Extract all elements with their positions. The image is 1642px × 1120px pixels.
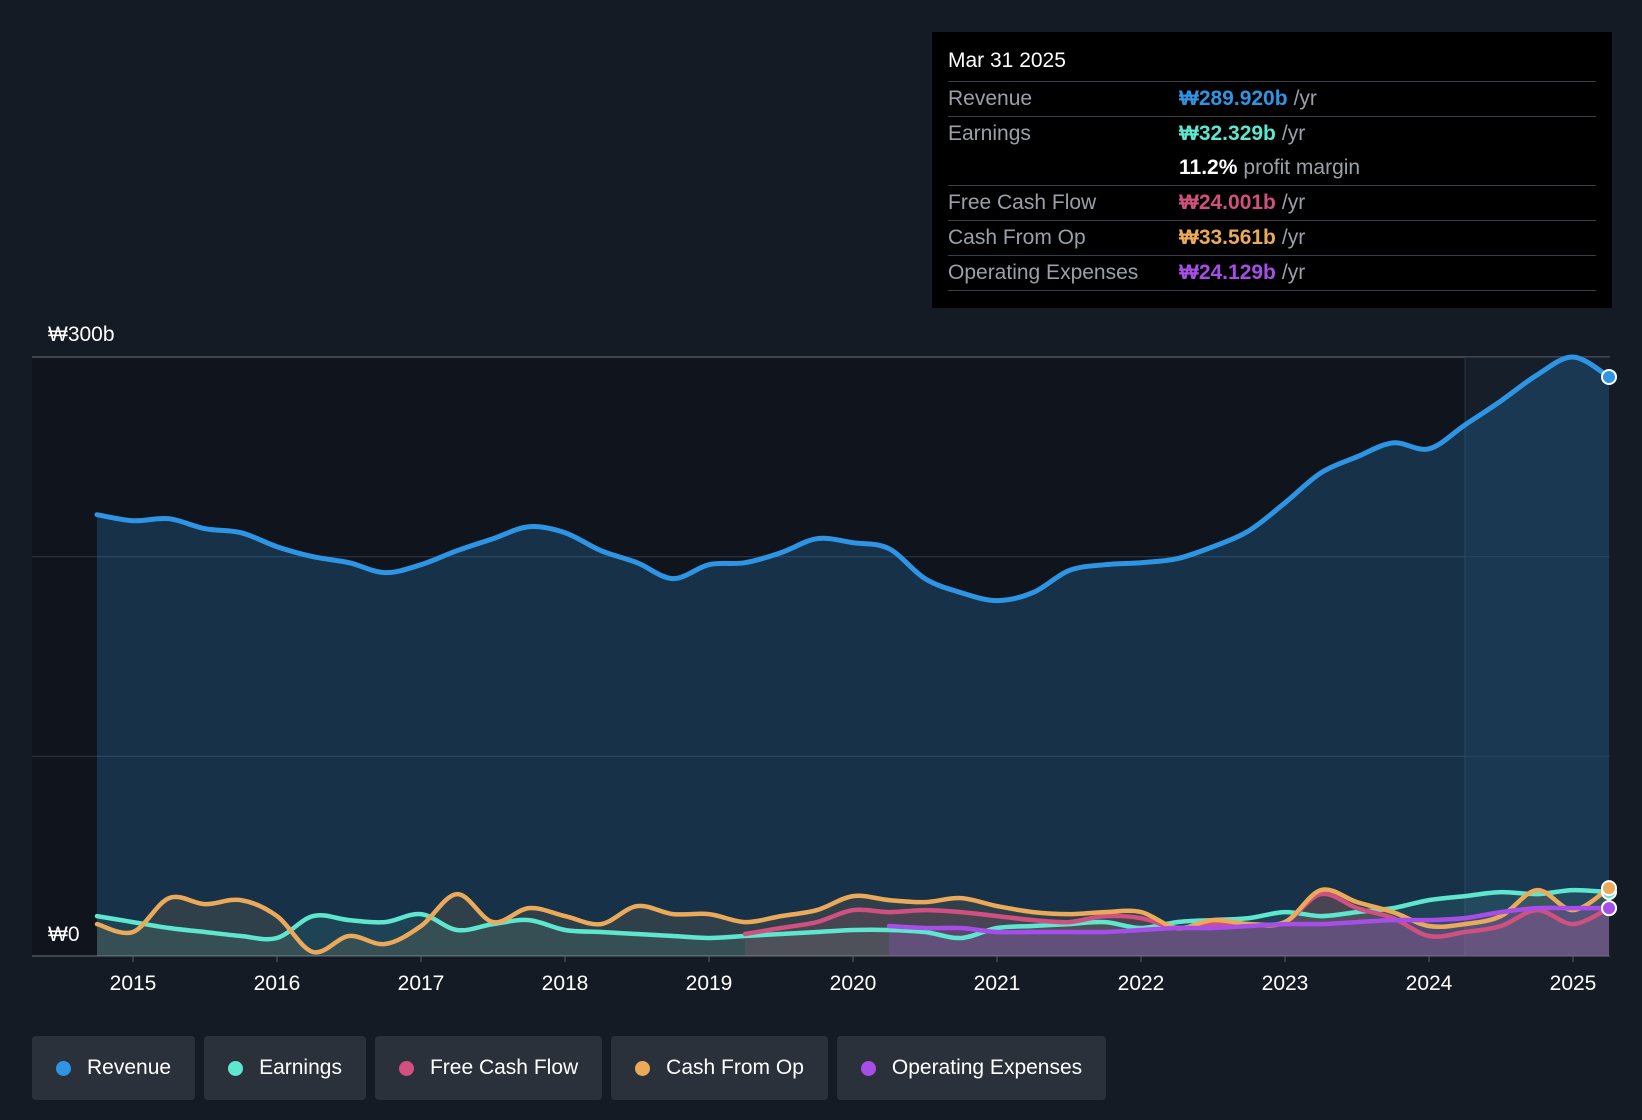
area-free-cash-flow	[745, 893, 1609, 956]
tooltip-value: ₩24.001b	[1179, 191, 1276, 214]
tooltip-value: ₩32.329b	[1179, 122, 1276, 145]
gridlines	[32, 356, 1610, 957]
tooltip-unit: /yr	[1281, 226, 1306, 249]
x-tick-label: 2022	[1118, 972, 1165, 995]
tooltip-row-free-cash-flow: Free Cash Flow ₩24.001b /yr	[948, 186, 1596, 221]
tooltip-unit: profit margin	[1243, 156, 1361, 179]
legend-label: Revenue	[87, 1056, 172, 1079]
tooltip-panel: Mar 31 2025 Revenue ₩289.920b /yr Earnin…	[932, 32, 1612, 308]
series-lines	[94, 354, 1612, 955]
legend-item-earnings[interactable]: Earnings	[204, 1036, 366, 1100]
line-revenue	[94, 354, 1612, 604]
legend: Revenue Earnings Free Cash Flow Cash Fro…	[32, 1036, 1107, 1100]
tooltip-row-operating-expenses: Operating Expenses ₩24.129b /yr	[948, 256, 1596, 291]
x-tick-label: 2016	[254, 972, 301, 995]
tooltip-unit: /yr	[1281, 191, 1306, 214]
legend-item-revenue[interactable]: Revenue	[32, 1036, 196, 1100]
x-tick-label: 2018	[542, 972, 589, 995]
x-tick-label: 2021	[974, 972, 1021, 995]
tooltip-value: ₩289.920b	[1179, 87, 1288, 110]
legend-label: Earnings	[259, 1056, 342, 1079]
end-marker-cash-from-op	[1601, 880, 1617, 897]
tooltip-label: Operating Expenses	[948, 261, 1139, 284]
area-revenue	[97, 356, 1609, 957]
legend-dot-icon	[56, 1060, 71, 1076]
area-cash-from-op	[97, 888, 1609, 956]
x-tick-label: 2017	[398, 972, 445, 995]
chart: ₩300b ₩0 2015 2016 2017 2018 2019 2020 2021 2022 2…	[32, 323, 1617, 995]
tooltip-unit: /yr	[1281, 122, 1306, 145]
tooltip-value: ₩24.129b	[1179, 261, 1276, 284]
x-tick-label: 2023	[1262, 972, 1309, 995]
legend-dot-icon	[860, 1060, 876, 1076]
tooltip-row-revenue: Revenue ₩289.920b /yr	[948, 82, 1596, 117]
axes: ₩300b ₩0 2015 2016 2017 2018 2019 2020 2021 2022 2…	[48, 323, 1596, 995]
tooltip-value: 11.2%	[1179, 156, 1238, 179]
x-tick-label: 2019	[686, 972, 733, 995]
series-areas	[97, 356, 1609, 957]
tooltip-label: Earnings	[948, 122, 1031, 145]
legend-dot-icon	[398, 1060, 414, 1076]
line-operating-expenses	[886, 905, 1612, 935]
end-marker-revenue	[1601, 368, 1617, 385]
tooltip-row-profit-margin: 11.2% profit margin	[948, 151, 1596, 186]
tooltip-row-earnings: Earnings ₩32.329b /yr	[948, 117, 1596, 151]
legend-item-free-cash-flow[interactable]: Free Cash Flow	[374, 1036, 603, 1100]
y-axis-label-min: ₩0	[48, 923, 80, 946]
tooltip-label: Revenue	[948, 87, 1033, 110]
legend-dot-icon	[635, 1060, 651, 1076]
legend-label: Operating Expenses	[891, 1056, 1083, 1079]
legend-item-operating-expenses[interactable]: Operating Expenses	[836, 1036, 1107, 1100]
legend-dot-icon	[228, 1060, 244, 1076]
tooltip-value: ₩33.561b	[1179, 226, 1276, 249]
line-earnings	[94, 887, 1612, 942]
highlight-region	[1465, 357, 1610, 956]
series-end-markers	[1601, 368, 1617, 917]
line-cash-from-op	[94, 885, 1612, 955]
legend-label: Cash From Op	[666, 1056, 804, 1079]
tooltip-label: Free Cash Flow	[948, 191, 1097, 214]
tooltip-unit: /yr	[1281, 261, 1306, 284]
x-tick-label: 2025	[1550, 972, 1597, 995]
plot-background	[32, 357, 1610, 956]
forecast-highlight-region	[1464, 357, 1610, 956]
tooltip-date: Mar 31 2025	[948, 46, 1596, 82]
x-tick-label: 2015	[110, 972, 157, 995]
x-tick-label: 2020	[830, 972, 877, 995]
tooltip-label: Cash From Op	[948, 226, 1086, 249]
x-tick-label: 2024	[1406, 972, 1453, 995]
legend-label: Free Cash Flow	[429, 1056, 579, 1079]
tooltip-row-cash-from-op: Cash From Op ₩33.561b /yr	[948, 221, 1596, 256]
tooltip-unit: /yr	[1293, 87, 1317, 110]
y-axis-label-max: ₩300b	[48, 323, 115, 346]
area-operating-expenses	[889, 907, 1609, 956]
area-earnings	[97, 890, 1609, 956]
end-marker-operating-expenses	[1601, 900, 1617, 917]
legend-item-cash-from-op[interactable]: Cash From Op	[611, 1036, 828, 1100]
